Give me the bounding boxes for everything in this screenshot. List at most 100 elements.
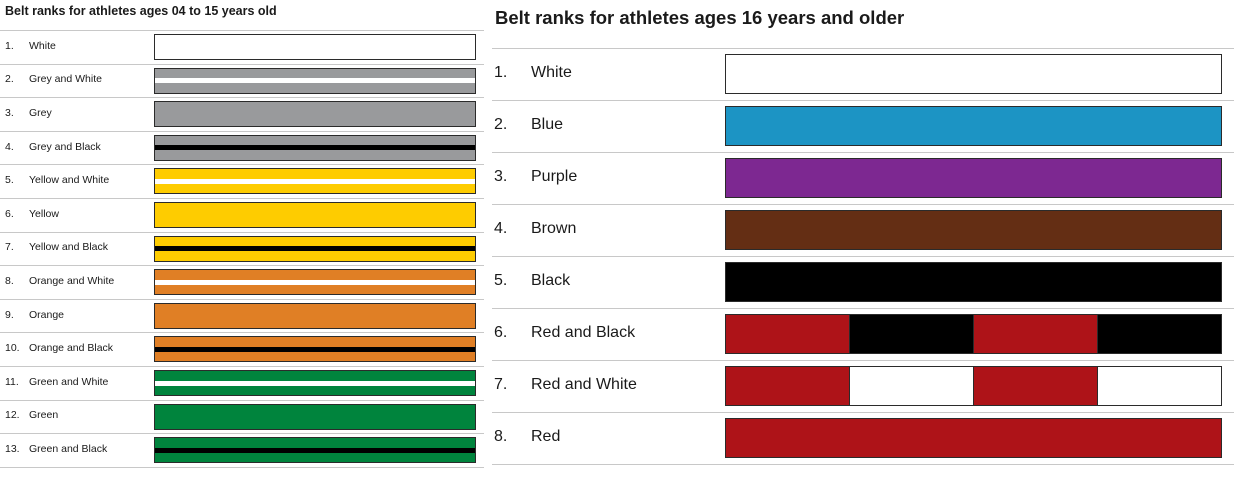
rank-name: White (29, 39, 56, 52)
belt-segment (849, 367, 973, 405)
belt-stripe (155, 380, 475, 386)
rank-name: Orange (29, 308, 65, 321)
belt-swatch (725, 314, 1222, 354)
belt-swatch (154, 269, 476, 296)
rank-number: 8. (5, 274, 14, 287)
row-divider (0, 164, 484, 166)
belt-segment (973, 367, 1097, 405)
belt-stripe (155, 78, 475, 84)
rank-name: Purple (531, 168, 578, 185)
rank-number: 9. (5, 308, 14, 321)
rank-name: Green (29, 409, 59, 422)
rank-name: White (531, 64, 572, 81)
belt-swatch (725, 158, 1222, 198)
belt-swatch (725, 106, 1222, 146)
rank-name: Grey and Black (29, 140, 101, 153)
row-divider (492, 256, 1234, 257)
row-divider (492, 204, 1234, 205)
rank-number: 4. (494, 220, 508, 237)
row-divider (0, 433, 484, 435)
belt-rank-row: 5. Black (492, 256, 1234, 308)
belt-swatch (725, 418, 1222, 458)
rank-number: 13. (5, 442, 20, 455)
belt-swatch (725, 262, 1222, 302)
belt-swatch (154, 403, 476, 430)
row-divider (492, 308, 1234, 309)
rank-name: Blue (531, 116, 564, 133)
belt-segment (726, 315, 849, 353)
rank-number: 6. (5, 207, 14, 220)
row-divider (0, 265, 484, 267)
belt-swatch (154, 235, 476, 262)
belt-swatch (725, 210, 1222, 250)
rank-name: Orange and Black (29, 342, 114, 355)
belt-rank-row: 3. Purple (492, 152, 1234, 204)
rank-number: 8. (494, 428, 508, 445)
belt-rank-row: 8. Orange and White (0, 265, 484, 299)
belt-swatch (154, 67, 476, 94)
belt-rank-row: 6. Yellow (0, 198, 484, 232)
belt-swatch (154, 437, 476, 464)
rank-number: 5. (5, 174, 14, 187)
rank-name: Grey and White (29, 73, 102, 86)
belt-segment (849, 315, 973, 353)
rank-name: Red and White (531, 376, 637, 393)
rank-number: 3. (5, 106, 14, 119)
row-divider (0, 466, 484, 468)
belt-rank-row: 2. Blue (492, 100, 1234, 152)
rank-number: 7. (5, 241, 14, 254)
youth-panel-title: Belt ranks for athletes ages 04 to 15 ye… (5, 4, 277, 18)
belt-rank-row: 12. Green (0, 400, 484, 434)
belt-stripe (155, 178, 475, 184)
row-divider (0, 332, 484, 334)
row-divider (0, 130, 484, 132)
row-divider (0, 399, 484, 401)
row-divider (492, 464, 1234, 465)
rank-name: Brown (531, 220, 577, 237)
row-divider (0, 231, 484, 233)
belt-swatch (154, 134, 476, 161)
rank-number: 2. (494, 116, 508, 133)
belt-segment (726, 367, 849, 405)
row-divider (0, 63, 484, 65)
rank-name: Yellow and Black (29, 241, 108, 254)
rank-number: 12. (5, 409, 20, 422)
belt-swatch (154, 168, 476, 195)
belt-rank-row: 10. Orange and Black (0, 332, 484, 366)
rank-number: 10. (5, 342, 20, 355)
belt-rank-row: 1. White (0, 30, 484, 64)
belt-rank-row: 9. Orange (0, 299, 484, 333)
rank-number: 1. (5, 39, 14, 52)
rank-number: 1. (494, 64, 508, 81)
rank-name: Red (531, 428, 561, 445)
belt-stripe (155, 279, 475, 285)
belt-segment (1097, 367, 1221, 405)
belt-rank-row: 2. Grey and White (0, 64, 484, 98)
belt-swatch (725, 54, 1222, 94)
rank-number: 5. (494, 272, 508, 289)
belt-stripe (155, 145, 475, 151)
rank-number: 2. (5, 73, 14, 86)
row-divider (492, 412, 1234, 413)
belt-swatch (154, 202, 476, 228)
belt-rank-row: 8. Red (492, 412, 1234, 464)
belt-segment (973, 315, 1097, 353)
belt-swatch (154, 336, 476, 363)
belt-swatch (154, 302, 476, 329)
belt-segment (1097, 315, 1221, 353)
rank-number: 6. (494, 324, 508, 341)
belt-stripe (155, 246, 475, 252)
rank-number: 3. (494, 168, 508, 185)
row-divider (0, 97, 484, 99)
rank-name: Green and White (29, 375, 109, 388)
belt-swatch (154, 34, 476, 60)
row-divider (492, 48, 1234, 49)
belt-rank-row: 13. Green and Black (0, 433, 484, 467)
belt-rank-row: 7. Red and White (492, 360, 1234, 412)
belt-stripe (155, 346, 475, 352)
rank-number: 7. (494, 376, 508, 393)
rank-name: Black (531, 272, 571, 289)
row-divider (0, 366, 484, 367)
rank-name: Yellow and White (29, 174, 110, 187)
belt-swatch (725, 366, 1222, 406)
